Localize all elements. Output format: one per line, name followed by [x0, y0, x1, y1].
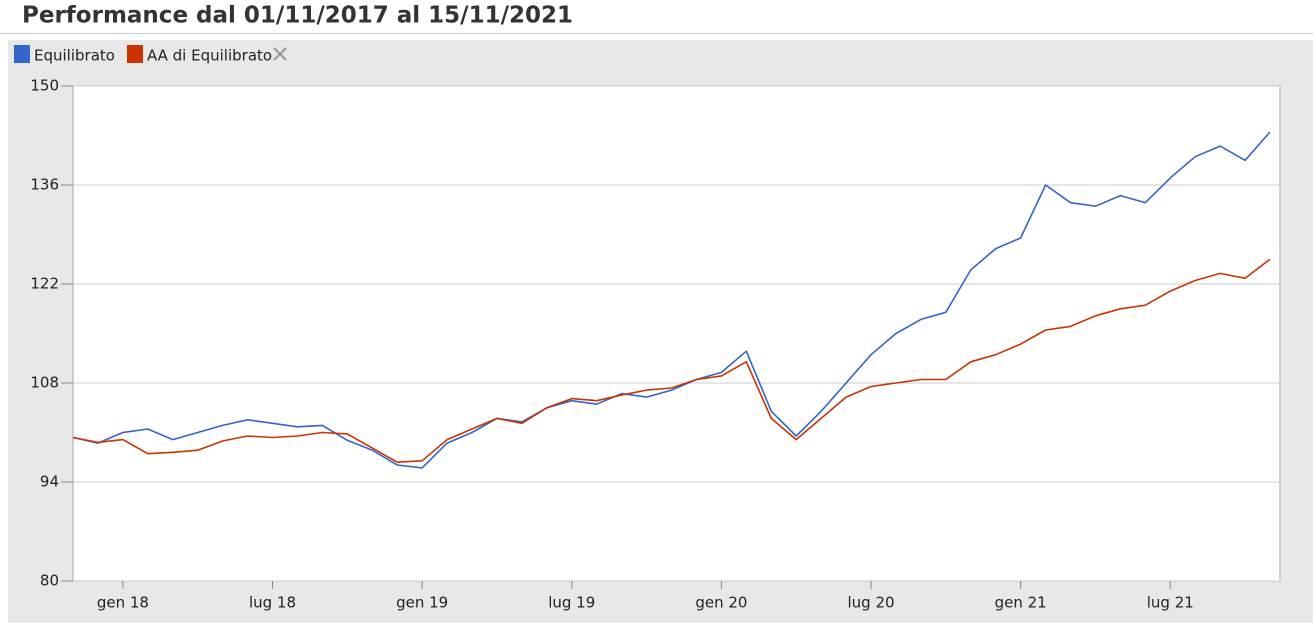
x-tick-label: lug 21 [1147, 594, 1194, 612]
y-tick-label: 80 [40, 572, 59, 590]
x-tick-label: lug 19 [548, 594, 595, 612]
chart-title: Performance dal 01/11/2017 al 15/11/2021 [22, 3, 573, 29]
legend: Equilibrato AA di Equilibrato [14, 45, 287, 65]
plot-area [72, 85, 1281, 582]
y-tick-label: 94 [40, 473, 59, 491]
y-tick-label: 150 [30, 77, 59, 95]
legend-label: Equilibrato [34, 47, 115, 65]
x-tick-label: gen 21 [995, 594, 1047, 612]
legend-label: AA di Equilibrato [147, 47, 272, 65]
y-tick-label: 108 [30, 374, 59, 392]
x-tick-label: gen 20 [695, 594, 747, 612]
series-line [72, 258, 1271, 463]
x-tick-label: gen 18 [97, 594, 149, 612]
x-tick-label: gen 19 [396, 594, 448, 612]
y-tick-label: 122 [30, 275, 59, 293]
legend-swatch [126, 45, 143, 63]
legend-swatch [14, 45, 30, 63]
series-line [72, 131, 1271, 469]
x-tick-label: lug 18 [249, 594, 296, 612]
legend-close[interactable] [273, 47, 287, 61]
y-tick-label: 136 [30, 176, 59, 194]
x-tick-label: lug 20 [847, 594, 894, 612]
close-icon [273, 47, 287, 61]
